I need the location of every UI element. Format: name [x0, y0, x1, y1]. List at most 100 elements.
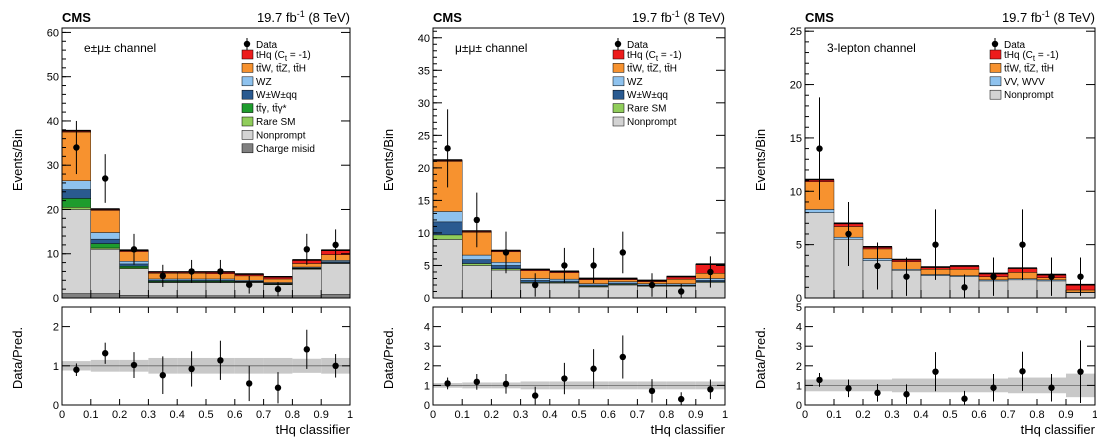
y-tick-label: 50 [47, 72, 59, 84]
legend-swatch [241, 76, 254, 87]
y-tick-label: 35 [418, 65, 430, 77]
ratio-point [473, 378, 480, 386]
stack-bar [321, 263, 351, 295]
data-point [961, 284, 968, 291]
y-tick-label: 15 [790, 133, 802, 145]
legend-label-sub: t [285, 54, 288, 63]
ratio-frame [432, 306, 726, 406]
ratio-point [303, 346, 310, 353]
cms-label: CMS [62, 10, 91, 25]
ratio-point [274, 384, 282, 391]
cms-label: CMS [805, 10, 834, 25]
ratio-point [932, 368, 939, 375]
y-tick-label: 0 [424, 293, 430, 305]
stack-bar [462, 263, 492, 266]
cms-label: CMS [433, 10, 462, 25]
lumi-label: 19.7 fb-1 (8 TeV) [257, 9, 350, 25]
legend-label-suffix: = -1) [1035, 50, 1059, 61]
ratio-y-axis-label: Data/Pred. [753, 327, 768, 389]
ratio-point [1048, 384, 1055, 391]
legend-label-text: VV, WVV [1004, 77, 1045, 88]
x-tick-label: 0.5 [942, 409, 957, 421]
y-tick-label: 20 [418, 163, 430, 175]
x-tick-label: 0 [802, 409, 808, 421]
y-tick-label: 5 [424, 260, 430, 272]
legend-label-data: Data [256, 40, 278, 51]
stack-bar [462, 254, 492, 260]
stack-bar [90, 238, 120, 244]
stack-bar [292, 269, 322, 296]
ratio-point [188, 365, 195, 373]
legend-swatch [612, 63, 625, 73]
channel-label: e±μ± channel [84, 41, 156, 55]
data-point [1019, 241, 1026, 248]
stack-bar [119, 268, 149, 296]
x-tick-label: 1 [722, 409, 728, 421]
stack-bar [90, 249, 120, 294]
stack-bar [61, 198, 91, 208]
lumi-exponent: -1 [297, 9, 305, 19]
energy-label: (8 TeV) [305, 10, 350, 25]
data-point [130, 246, 138, 253]
ratio-point [532, 392, 539, 399]
legend-label: Charge misid [256, 144, 315, 155]
stack-bar [61, 189, 91, 199]
y-tick-label: 10 [47, 249, 59, 261]
legend-label-text: Rare SM [256, 117, 295, 128]
ratio-point [845, 385, 852, 392]
stack-bar [432, 239, 463, 299]
legend-label-text: W±W±qq [256, 90, 297, 101]
lumi-value: 19.7 fb [1002, 10, 1042, 25]
legend-label-sub: t [656, 54, 659, 63]
ratio-point [590, 365, 597, 372]
data-point [217, 268, 224, 275]
stack-bar [804, 212, 835, 299]
legend-swatch [612, 103, 625, 113]
stack-bar [205, 282, 235, 296]
y-tick-label: 20 [47, 204, 59, 216]
stack-bar [462, 265, 492, 299]
legend-label-suffix: = -1) [658, 50, 682, 61]
panel-2: CMS 19.7 fb-1 (8 TeV)0510152025303540Even… [381, 9, 728, 437]
y-tick-label: 30 [418, 98, 430, 110]
legend-label-text: tt̄W, tt̄Z, tt̄H [256, 62, 306, 74]
x-tick-label: 0.7 [630, 409, 645, 421]
y-tick-label: 10 [790, 186, 802, 198]
legend-label: VV, WVV [1004, 77, 1045, 88]
ratio-point [502, 380, 510, 388]
ratio-point [648, 387, 656, 395]
legend-swatch [612, 49, 625, 60]
data-point [619, 249, 626, 256]
ratio-point [1077, 368, 1084, 375]
legend-label-text: tHq (C [627, 50, 656, 61]
legend-label-text: tHq (C [1004, 50, 1033, 61]
ratio-tick-label: 4 [424, 322, 430, 334]
ratio-point [73, 366, 80, 373]
energy-label: (8 TeV) [1050, 10, 1095, 25]
y-tick-label: 25 [790, 26, 802, 38]
legend-label: Nonprompt [256, 130, 306, 141]
x-tick-label: 1 [1092, 409, 1097, 421]
lumi-label: 19.7 fb-1 (8 TeV) [632, 9, 725, 25]
stack-bar [666, 278, 696, 284]
lumi-exponent: -1 [1042, 9, 1050, 19]
data-point [502, 249, 510, 256]
legend-swatch [241, 116, 254, 127]
y-tick-label: 60 [47, 27, 59, 39]
legend-label-suffix: = -1) [287, 50, 311, 61]
legend-label-data: Data [627, 40, 649, 51]
data-point [845, 230, 852, 238]
stack-bar [608, 279, 638, 282]
legend-label: tHq (Ct = -1) [1004, 50, 1059, 63]
y-axis-label: Events/Bin [10, 129, 25, 191]
x-axis-label: tHq classifier [276, 422, 351, 437]
ratio-tick-label: 1 [424, 380, 430, 392]
legend-label: Nonprompt [1004, 90, 1054, 101]
ratio-tick-label: 2 [796, 361, 802, 373]
panel-3: CMS 19.7 fb-1 (8 TeV)0510152025Events/Bin… [753, 9, 1097, 437]
ratio-tick-label: 3 [796, 341, 802, 353]
stack-bar [263, 278, 293, 283]
